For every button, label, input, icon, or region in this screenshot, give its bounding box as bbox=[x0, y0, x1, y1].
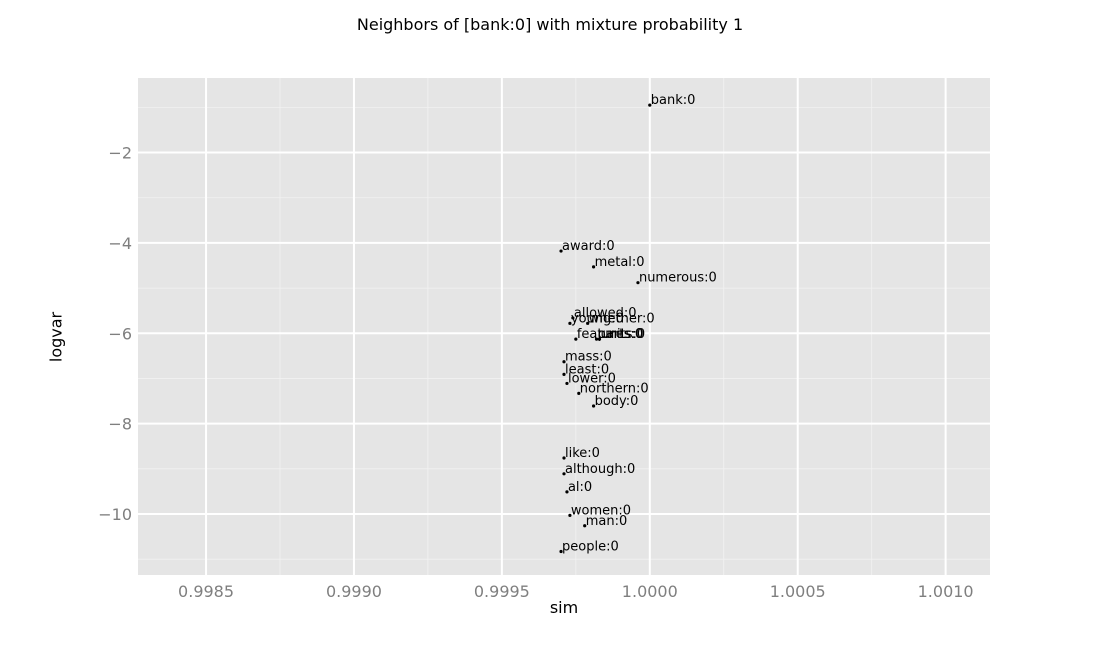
point-label: whether:0 bbox=[589, 311, 655, 326]
data-point bbox=[597, 337, 602, 341]
data-point bbox=[574, 337, 578, 341]
point-label: al:0 bbox=[568, 480, 592, 495]
x-tick-label: 0.9995 bbox=[474, 582, 530, 601]
x-tick-label: 1.0000 bbox=[622, 582, 678, 601]
data-point bbox=[586, 321, 590, 325]
data-point bbox=[571, 316, 575, 320]
axis-ticks: 0.9985 0.9990 0.9995 1.0000 1.0005 1.0010 −10 −… bbox=[98, 144, 973, 601]
point-label: mass:0 bbox=[565, 350, 612, 365]
data-point bbox=[568, 513, 572, 517]
y-tick-label: −4 bbox=[108, 234, 132, 253]
data-point bbox=[559, 249, 563, 253]
data-point bbox=[562, 372, 566, 376]
point-label: body:0 bbox=[595, 394, 639, 409]
grid-lines bbox=[138, 78, 990, 575]
point-label: although:0 bbox=[565, 462, 635, 477]
point-label: women:0 bbox=[571, 503, 631, 518]
data-point bbox=[565, 490, 569, 494]
point-label: like:0 bbox=[565, 446, 600, 461]
data-point bbox=[559, 549, 563, 554]
point-label: young:0 bbox=[571, 311, 624, 326]
x-axis-label: sim bbox=[549, 598, 579, 617]
x-tick-label: 0.9985 bbox=[178, 582, 234, 601]
data-point bbox=[562, 360, 566, 364]
point-label: lower:0 bbox=[568, 371, 616, 386]
data-point bbox=[648, 103, 652, 107]
data-point bbox=[577, 391, 581, 395]
data-point bbox=[583, 524, 587, 528]
y-tick-label: −10 bbox=[98, 505, 132, 524]
y-tick-label: −6 bbox=[108, 324, 132, 343]
point-label: allowed:0 bbox=[574, 306, 637, 321]
data-point bbox=[591, 404, 596, 408]
point-label: bank:0 bbox=[651, 93, 696, 108]
data-point bbox=[562, 456, 566, 460]
y-tick-label: −8 bbox=[108, 415, 132, 434]
data-point bbox=[594, 337, 599, 341]
point-label: parts:0 bbox=[598, 327, 644, 342]
x-tick-label: 1.0005 bbox=[770, 582, 826, 601]
point-label: metal:0 bbox=[595, 255, 645, 270]
y-axis-label: logvar bbox=[46, 311, 66, 363]
data-point bbox=[591, 265, 596, 269]
data-point bbox=[562, 472, 566, 476]
data-point bbox=[636, 281, 640, 285]
data-point bbox=[565, 381, 569, 386]
point-label: northern:0 bbox=[580, 381, 649, 396]
data-point bbox=[568, 321, 572, 325]
point-label: units:0 bbox=[601, 327, 646, 342]
point-label: award:0 bbox=[562, 239, 615, 254]
point-label: features:0 bbox=[577, 327, 643, 342]
point-label: people:0 bbox=[562, 540, 619, 555]
point-label: man:0 bbox=[586, 514, 628, 529]
chart-title: Neighbors of [bank:0] with mixture proba… bbox=[356, 15, 744, 34]
x-tick-label: 1.0010 bbox=[918, 582, 974, 601]
point-label: least:0 bbox=[565, 362, 609, 377]
y-tick-label: −2 bbox=[108, 144, 132, 163]
point-label: numerous:0 bbox=[639, 271, 717, 286]
x-tick-label: 0.9990 bbox=[326, 582, 382, 601]
